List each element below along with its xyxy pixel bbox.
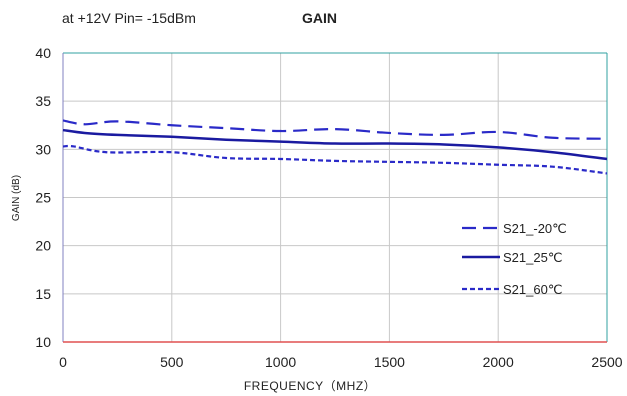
x-tick-label: 2500 [591,354,622,370]
series-lines [62,119,608,175]
chart-title: GAIN [302,10,337,26]
y-tick-label: 40 [35,45,51,61]
y-tick-label: 15 [35,286,51,302]
x-tick-label: 1500 [374,354,405,370]
legend-label-1: S21_-20℃ [503,221,567,236]
x-tick-label: 1000 [265,354,296,370]
x-tick-label: 500 [160,354,184,370]
y-axis-label: GAIN (dB) [11,175,22,221]
series-line-2 [62,128,608,161]
y-tick-label: 10 [35,334,51,350]
y-tick-label: 20 [35,238,51,254]
legend-label-2: S21_25℃ [503,250,562,265]
series-line-3 [62,144,608,175]
x-tick-label: 2000 [483,354,514,370]
x-axis-label: FREQUENCY（MHZ） [244,379,376,393]
y-tick-label: 35 [35,93,51,109]
legend: S21_-20℃ S21_25℃ S21_60℃ [462,221,567,297]
test-condition-note: at +12V Pin= -15dBm [62,10,196,26]
x-tick-label: 0 [59,354,67,370]
legend-label-3: S21_60℃ [503,282,562,297]
chart-axes [62,52,608,343]
tick-labels: 10 15 20 25 30 35 40 0 500 1000 1500 2000 2500 [35,45,622,370]
y-tick-label: 30 [35,141,51,157]
series-line-1 [62,119,608,140]
grid-lines [63,53,607,342]
y-tick-label: 25 [35,190,51,206]
